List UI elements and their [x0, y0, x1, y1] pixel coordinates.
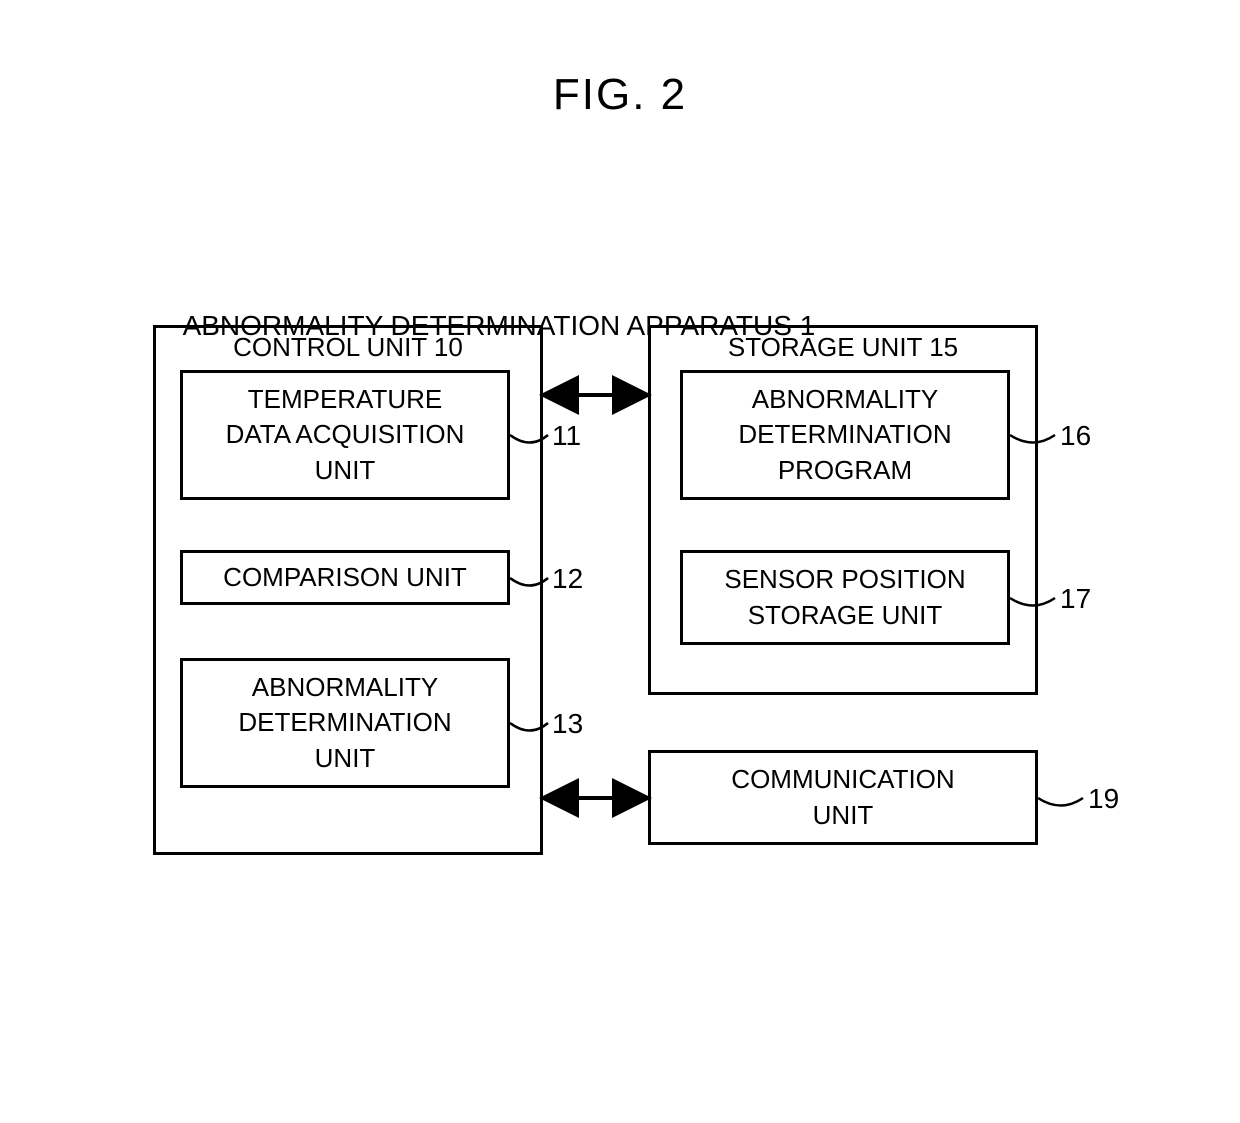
lead-11 [510, 435, 548, 443]
lead-12 [510, 578, 548, 586]
lead-13 [510, 723, 548, 731]
lead-19 [1038, 798, 1083, 806]
diagram-stage: FIG. 2 ABNORMALITY DETERMINATION APPARAT… [0, 0, 1240, 1123]
lead-17 [1010, 598, 1055, 606]
lead-16 [1010, 435, 1055, 443]
connectors-svg [0, 0, 1240, 1123]
